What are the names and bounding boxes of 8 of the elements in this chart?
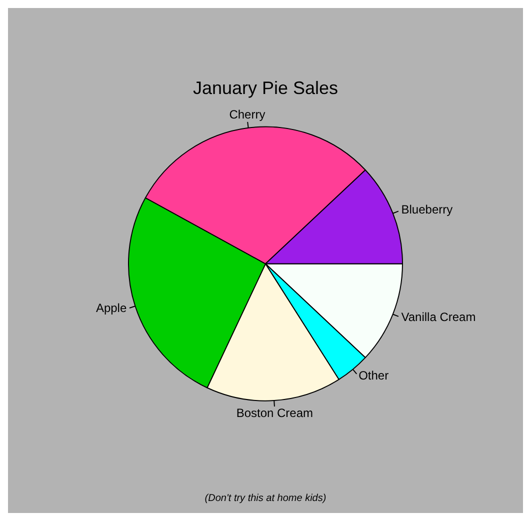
chart-title: January Pie Sales [192, 78, 338, 98]
text: (Don't try this at home kids) [204, 492, 326, 504]
slice-label: Vanilla Cream [401, 310, 476, 324]
slice-label: Cherry [229, 107, 266, 122]
slice-label: Blueberry [401, 202, 453, 216]
slice-label: Boston Cream [236, 406, 314, 420]
slice-label: Apple [96, 301, 127, 316]
slice-label: Other [358, 368, 389, 383]
